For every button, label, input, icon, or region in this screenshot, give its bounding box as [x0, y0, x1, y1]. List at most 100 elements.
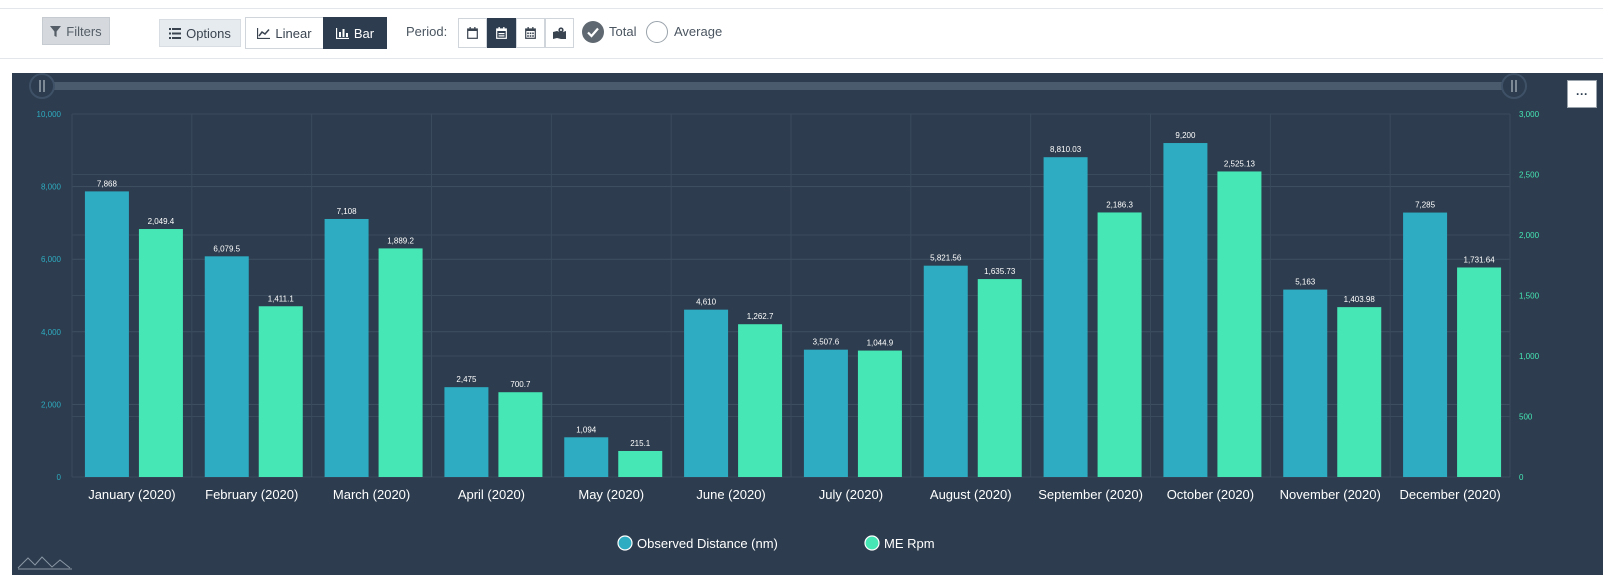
right-axis-tick-label: 2,500	[1519, 171, 1540, 180]
x-axis-category-label: June (2020)	[696, 487, 765, 502]
data-label-me-rpm: 2,049.4	[148, 217, 175, 226]
chart-toolbar: Filters Options Linear Bar Period: Total…	[0, 9, 1603, 59]
legend-observed-label[interactable]: Observed Distance (nm)	[637, 536, 778, 551]
week-icon	[496, 27, 507, 39]
options-button[interactable]: Options	[159, 19, 241, 47]
bar-chart-button[interactable]: Bar	[323, 17, 387, 49]
bar-observed-distance	[1043, 157, 1088, 477]
bar-me-rpm	[1097, 212, 1142, 477]
bar-observed-distance	[204, 256, 249, 477]
filters-label: Filters	[66, 23, 102, 39]
filters-button[interactable]: Filters	[42, 17, 110, 45]
x-axis-category-label: August (2020)	[930, 487, 1012, 502]
left-axis-tick-label: 6,000	[41, 255, 62, 264]
bar-observed-distance	[444, 387, 489, 477]
data-label-observed: 6,079.5	[213, 244, 240, 253]
right-y-axis: 0 500 1,000 1,500 2,000 2,500 3,000	[1519, 110, 1540, 482]
bar-me-rpm	[618, 450, 663, 477]
data-label-observed: 9,200	[1175, 131, 1196, 140]
data-label-observed: 3,507.6	[813, 338, 840, 347]
data-label-me-rpm: 1,889.2	[387, 236, 414, 245]
bar-label: Bar	[353, 25, 375, 41]
bar-chart: 0 2,000 4,000 6,000 8,000 10,000 0 500 1,000 1,5…	[17, 73, 1540, 570]
overview-icon[interactable]	[17, 556, 72, 570]
more-options-button[interactable]: ···	[1567, 80, 1597, 108]
scrollbar-end-grip[interactable]	[1501, 73, 1527, 99]
legend-me-rpm-marker[interactable]	[864, 535, 880, 551]
right-axis-tick-label: 0	[1519, 473, 1524, 482]
chart-legend: Observed Distance (nm) ME Rpm	[617, 535, 935, 551]
bar-me-rpm	[857, 350, 902, 477]
period-week-button[interactable]	[487, 18, 516, 48]
x-axis-category-label: September (2020)	[1038, 487, 1143, 502]
bar-observed-distance	[1163, 143, 1208, 478]
left-y-axis: 0 2,000 4,000 6,000 8,000 10,000	[37, 110, 62, 482]
period-map-button[interactable]	[545, 18, 574, 48]
scrollbar-track[interactable]	[42, 82, 1520, 90]
linear-label: Linear	[275, 25, 312, 41]
bar-observed-distance	[1403, 212, 1448, 477]
right-axis-tick-label: 3,000	[1519, 110, 1540, 119]
x-axis-category-label: October (2020)	[1167, 487, 1254, 502]
options-label: Options	[186, 25, 231, 41]
legend-observed-marker[interactable]	[617, 535, 633, 551]
bar-me-rpm	[498, 392, 543, 477]
data-label-observed: 2,475	[456, 375, 477, 384]
left-axis-tick-label: 2,000	[41, 400, 62, 409]
period-day-button[interactable]	[458, 18, 487, 48]
average-radio[interactable]	[646, 21, 668, 43]
more-options-icon: ···	[1576, 87, 1588, 101]
data-label-me-rpm: 1,262.7	[747, 312, 774, 321]
scrollbar-start-grip[interactable]	[29, 73, 55, 99]
data-label-observed: 8,810.03	[1050, 145, 1082, 154]
check-icon	[587, 27, 599, 38]
data-label-me-rpm: 1,403.98	[1344, 295, 1376, 304]
data-label-observed: 1,094	[576, 425, 597, 434]
left-axis-tick-label: 4,000	[41, 328, 62, 337]
right-axis-tick-label: 500	[1519, 413, 1533, 422]
period-month-button[interactable]	[516, 18, 545, 48]
right-axis-tick-label: 2,000	[1519, 231, 1540, 240]
data-label-me-rpm: 1,411.1	[268, 294, 295, 303]
bar-me-rpm	[977, 279, 1022, 477]
data-label-me-rpm: 2,525.13	[1224, 159, 1256, 168]
map-icon	[553, 27, 566, 39]
bar-me-rpm	[258, 306, 303, 477]
x-axis-labels: January (2020) February (2020) March (2020…	[88, 487, 1500, 502]
grid-lines	[71, 113, 1511, 478]
bar-me-rpm	[738, 324, 783, 477]
x-axis-category-label: November (2020)	[1280, 487, 1381, 502]
average-label: Average	[674, 24, 723, 39]
x-axis-category-label: December (2020)	[1400, 487, 1501, 502]
total-label: Total	[609, 24, 637, 39]
x-axis-category-label: May (2020)	[578, 487, 644, 502]
data-label-me-rpm: 700.7	[510, 380, 531, 389]
data-label-me-rpm: 1,044.9	[867, 339, 894, 348]
data-label-observed: 7,108	[337, 207, 358, 216]
x-axis-category-label: March (2020)	[333, 487, 410, 502]
x-axis-category-label: April (2020)	[458, 487, 525, 502]
bar-me-rpm	[378, 248, 423, 477]
bar-chart-icon	[335, 27, 349, 39]
legend-me-rpm-label[interactable]: ME Rpm	[884, 536, 935, 551]
x-axis-category-label: February (2020)	[205, 487, 298, 502]
day-icon	[467, 27, 478, 39]
data-label-me-rpm: 2,186.3	[1106, 200, 1133, 209]
bar-me-rpm	[1217, 171, 1262, 477]
right-axis-tick-label: 1,500	[1519, 292, 1540, 301]
bar-series: 7,868 2,049.4 6,079.5 1,411.1 7,108 1,889.2 2,…	[84, 131, 1502, 478]
total-radio[interactable]	[582, 21, 604, 43]
right-axis-tick-label: 1,000	[1519, 352, 1540, 361]
bar-observed-distance	[324, 218, 369, 477]
linear-chart-button[interactable]: Linear	[245, 17, 323, 49]
bar-observed-distance	[803, 349, 848, 477]
chart-scrollbar[interactable]	[29, 73, 1527, 99]
bar-me-rpm	[1457, 267, 1502, 477]
month-icon	[525, 27, 536, 39]
bar-observed-distance	[923, 265, 968, 477]
left-axis-tick-label: 10,000	[37, 110, 62, 119]
bar-observed-distance	[84, 191, 129, 477]
data-label-me-rpm: 215.1	[630, 439, 651, 448]
bar-observed-distance	[684, 309, 729, 477]
x-axis-category-label: July (2020)	[819, 487, 883, 502]
